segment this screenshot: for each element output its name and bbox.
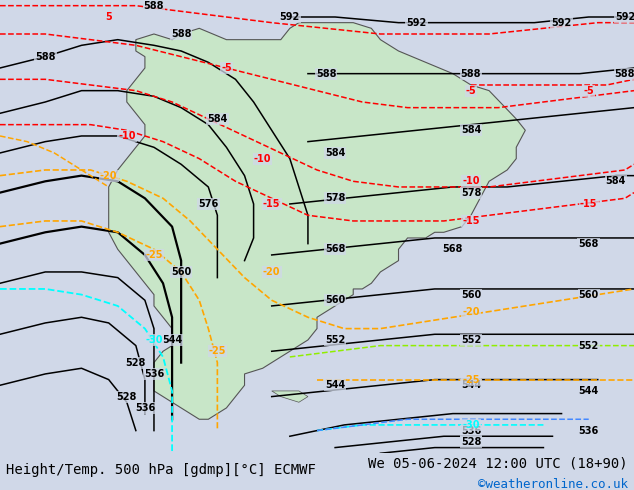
Text: 544: 544 bbox=[325, 380, 346, 390]
Text: 584: 584 bbox=[605, 176, 626, 186]
Text: -30: -30 bbox=[145, 335, 163, 345]
Text: 588: 588 bbox=[35, 51, 56, 62]
Text: 560: 560 bbox=[461, 290, 481, 299]
Text: Height/Temp. 500 hPa [gdmp][°C] ECMWF: Height/Temp. 500 hPa [gdmp][°C] ECMWF bbox=[6, 463, 316, 477]
Text: 592: 592 bbox=[552, 18, 572, 27]
Text: -10: -10 bbox=[254, 154, 271, 164]
Text: ©weatheronline.co.uk: ©weatheronline.co.uk bbox=[477, 478, 628, 490]
Text: -25: -25 bbox=[209, 346, 226, 356]
Text: -30: -30 bbox=[462, 420, 480, 430]
Text: -25: -25 bbox=[145, 250, 163, 260]
Text: 568: 568 bbox=[579, 239, 599, 248]
Text: 588: 588 bbox=[461, 69, 481, 79]
Text: -15: -15 bbox=[580, 199, 597, 209]
Text: 588: 588 bbox=[316, 69, 336, 79]
Text: 5: 5 bbox=[105, 12, 112, 22]
Text: 588: 588 bbox=[171, 29, 191, 39]
Text: 536: 536 bbox=[135, 403, 155, 413]
Text: 588: 588 bbox=[144, 0, 164, 11]
Text: -5: -5 bbox=[221, 63, 232, 73]
Text: -10: -10 bbox=[118, 131, 136, 141]
Text: 544: 544 bbox=[461, 380, 481, 390]
Text: -25: -25 bbox=[462, 374, 480, 385]
Text: -5: -5 bbox=[583, 86, 594, 96]
Text: 544: 544 bbox=[162, 335, 182, 345]
Text: 578: 578 bbox=[325, 193, 346, 203]
Text: 584: 584 bbox=[461, 125, 481, 135]
Text: 592: 592 bbox=[406, 18, 427, 27]
Text: 544: 544 bbox=[579, 386, 599, 396]
Text: 552: 552 bbox=[461, 335, 481, 345]
Text: 552: 552 bbox=[325, 335, 346, 345]
Text: -5: -5 bbox=[465, 86, 476, 96]
Text: -20: -20 bbox=[462, 307, 480, 317]
Text: 528: 528 bbox=[117, 392, 137, 402]
Text: 588: 588 bbox=[615, 69, 634, 79]
Text: 584: 584 bbox=[207, 114, 228, 124]
Text: 578: 578 bbox=[461, 188, 481, 197]
Text: 576: 576 bbox=[198, 199, 219, 209]
Text: 536: 536 bbox=[461, 426, 481, 436]
Text: 552: 552 bbox=[579, 341, 599, 351]
Text: 592: 592 bbox=[615, 12, 634, 22]
Text: We 05-06-2024 12:00 UTC (18+90): We 05-06-2024 12:00 UTC (18+90) bbox=[368, 457, 628, 470]
Text: -15: -15 bbox=[462, 216, 480, 226]
Text: -10: -10 bbox=[462, 176, 480, 186]
Text: 560: 560 bbox=[171, 267, 191, 277]
Text: -15: -15 bbox=[263, 199, 280, 209]
Text: 536: 536 bbox=[144, 369, 164, 379]
Text: 536: 536 bbox=[579, 426, 599, 436]
Text: -20: -20 bbox=[263, 267, 280, 277]
Text: 568: 568 bbox=[443, 245, 463, 254]
Polygon shape bbox=[108, 23, 526, 419]
Text: 592: 592 bbox=[280, 12, 300, 22]
Text: -20: -20 bbox=[100, 171, 117, 181]
Text: 528: 528 bbox=[126, 358, 146, 368]
Text: 584: 584 bbox=[325, 148, 346, 158]
Text: 560: 560 bbox=[579, 290, 599, 299]
Text: 528: 528 bbox=[461, 437, 481, 447]
Text: 568: 568 bbox=[325, 245, 346, 254]
Polygon shape bbox=[272, 391, 308, 402]
Text: 560: 560 bbox=[325, 295, 346, 305]
